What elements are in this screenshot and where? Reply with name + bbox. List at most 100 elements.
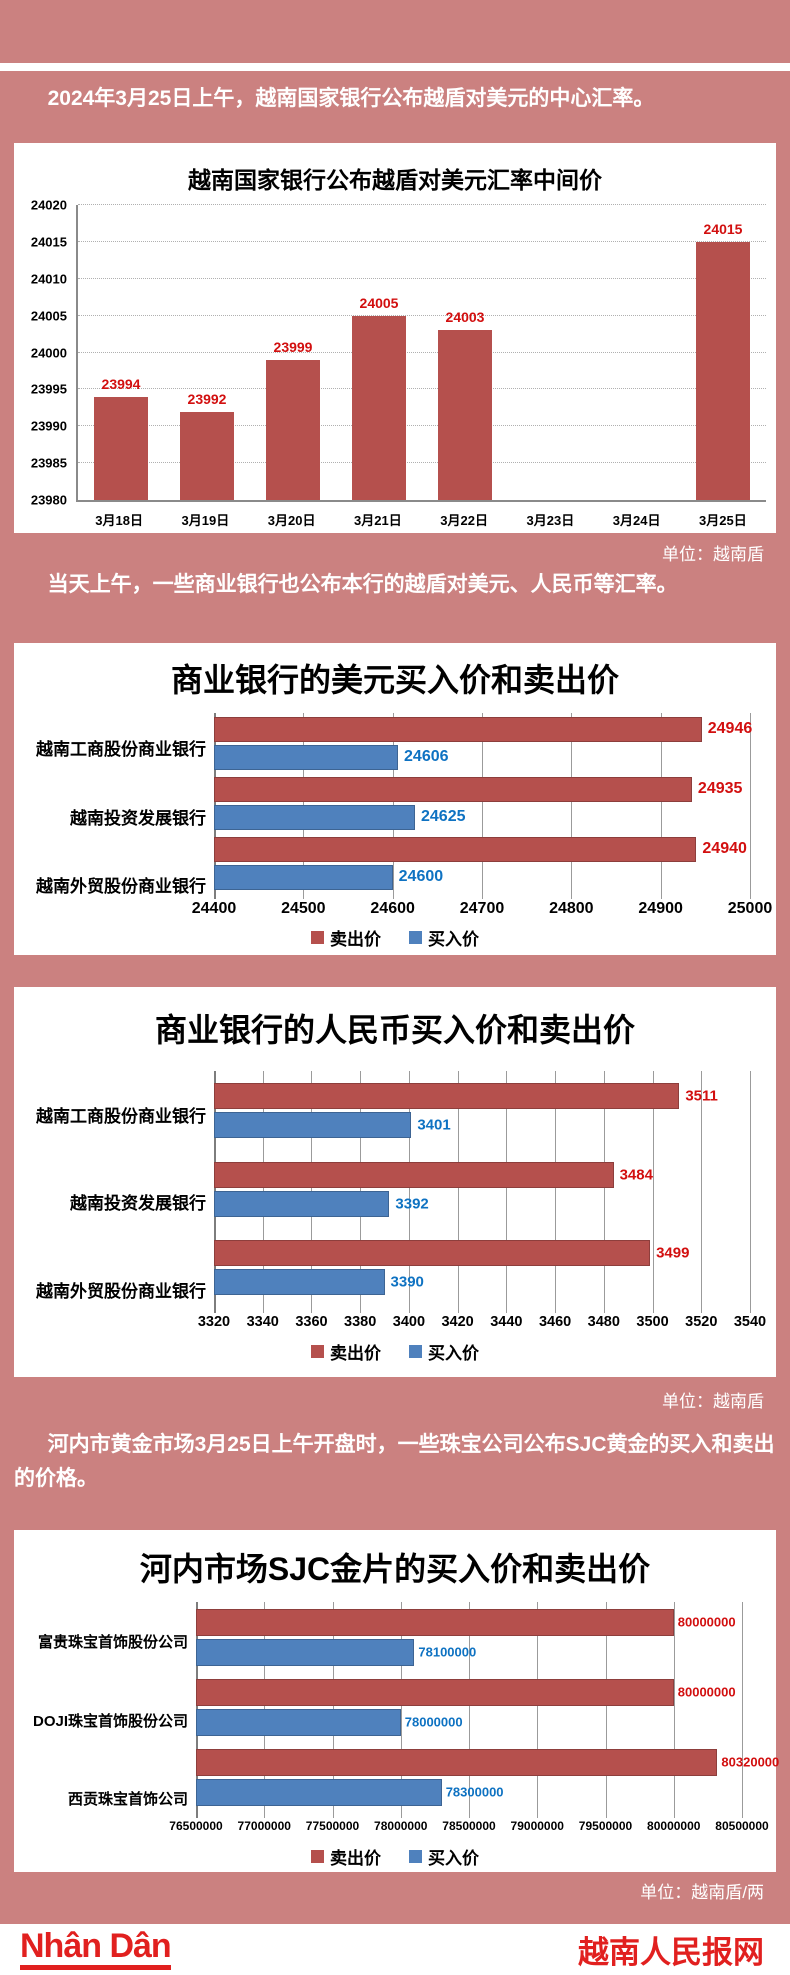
gridline	[78, 425, 766, 427]
intro-paragraph-1: 2024年3月25日上午，越南国家银行公布越盾对美元的中心汇率。	[47, 87, 655, 110]
bar-value-label: 24625	[421, 808, 466, 825]
x-axis-labels: 76500000 77000000 77500000 78000000 78500000…	[169, 1812, 768, 1838]
value-bar	[180, 411, 234, 500]
legend-label: 买入价	[428, 1344, 479, 1363]
category-label: 越南投资发展银行	[70, 1194, 206, 1214]
legend-item: 卖出价	[311, 1339, 381, 1364]
bar-row: 3401	[214, 1111, 750, 1138]
legend-item: 买入价	[409, 925, 479, 950]
sell-bar: 24940	[214, 836, 747, 862]
buy-bar: 3401	[214, 1111, 451, 1138]
chart-usd-rates: 商业银行的美元买入价和卖出价 越南工商股份商业银行 越南投资发展银行 越南外贸股份商…	[14, 643, 776, 955]
y-tick-label: 24000	[30, 345, 67, 360]
buy-bar: 78000000	[196, 1708, 463, 1736]
x-tick-label: 3460	[538, 1314, 572, 1330]
x-tick-label: 24900	[638, 900, 683, 917]
x-tick-label: 25000	[727, 900, 773, 917]
bar-group: 3511 3401	[214, 1071, 750, 1150]
bar-value-label: 24935	[697, 780, 743, 797]
y-tick-label: 23985	[30, 455, 67, 471]
bar-row: 78100000	[196, 1638, 742, 1666]
bar-value-label: 3392	[395, 1195, 429, 1212]
bar-value-label: 3499	[656, 1244, 690, 1262]
bar-row: 24625	[214, 804, 750, 830]
bar-row: 80000000	[196, 1608, 742, 1636]
buy-bar: 3392	[214, 1190, 429, 1217]
x-tick-label: 3400	[392, 1314, 426, 1330]
legend-label: 卖出价	[330, 1344, 381, 1363]
bar-row: 24946	[214, 716, 753, 742]
legend-item: 买入价	[409, 1844, 479, 1869]
bar-value-label: 3484	[619, 1166, 653, 1183]
bar-group: 80000000 78000000	[196, 1672, 742, 1742]
category-labels: 越南工商股份商业银行 越南投资发展银行 越南外贸股份商业银行	[14, 713, 214, 919]
x-tick-label: 3月18日	[95, 513, 143, 528]
x-tick-label: 24500	[281, 900, 326, 917]
gridline	[603, 1071, 605, 1313]
footer: Nhân Dân 越南人民报网	[0, 1924, 790, 1975]
y-tick-label: 24015	[30, 234, 67, 250]
intro-paragraph-3: 河内市黄金市场3月25日上午开盘时，一些珠宝公司公布SJC黄金的买入和卖出的价格…	[14, 1433, 775, 1491]
gridline	[750, 713, 751, 899]
sell-bar: 24935	[214, 776, 742, 802]
bar-value-label: 24015	[703, 220, 743, 237]
chart-cny-rates: 商业银行的人民币买入价和卖出价 越南工商股份商业银行 越南投资发展银行 越南外贸股份…	[14, 987, 776, 1377]
legend: 卖出价 买入价	[14, 925, 776, 950]
bar-value-label: 24606	[404, 748, 449, 765]
legend-swatch	[311, 1850, 324, 1863]
x-tick-label: 3320	[197, 1314, 231, 1330]
bar-row: 24600	[214, 864, 750, 890]
x-tick-label: 24600	[370, 900, 415, 917]
x-tick-label: 3月20日	[267, 513, 316, 528]
bar-row: 3390	[214, 1269, 750, 1296]
gridline	[750, 1071, 751, 1313]
y-axis-labels: 23980 23985 23990 23995 24000 24005 24010 24015…	[20, 198, 76, 508]
x-tick-label: 3380	[344, 1314, 377, 1330]
legend-swatch	[311, 931, 324, 944]
x-tick-label: 3360	[295, 1314, 328, 1330]
buy-bar: 24600	[214, 864, 443, 890]
value-bar	[94, 396, 148, 500]
chart-body: 富贵珠宝首饰股份公司 DOJI珠宝首饰股份公司 西贡珠宝首饰公司 80000000 7…	[14, 1602, 779, 1838]
legend-label: 卖出价	[330, 1849, 381, 1868]
gridline	[408, 1071, 410, 1313]
legend-item: 卖出价	[311, 925, 381, 950]
x-tick-label: 78500000	[442, 1819, 496, 1833]
x-tick-label: 3月21日	[354, 513, 402, 528]
chart-body: 越南工商股份商业银行 越南投资发展银行 越南外贸股份商业银行 24946 24606 2…	[14, 713, 776, 919]
bar-row: 24940	[214, 836, 750, 862]
sell-bar: 80000000	[196, 1608, 736, 1636]
y-tick-label: 23995	[30, 381, 67, 397]
unit-note-1: 单位：越南盾	[662, 545, 764, 564]
x-axis-labels: 3月18日 3月19日 3月20日 3月21日 3月22日 3月23日 3月24日 3月25日	[76, 502, 766, 529]
sell-bar: 80000000	[196, 1678, 736, 1706]
plot-column: 80000000 78100000 80000000 78000000 80320000…	[169, 1602, 779, 1838]
x-tick-label: 3月22日	[440, 513, 488, 528]
nhandan-logo: Nhân Dân	[20, 1929, 172, 1970]
gridline	[78, 240, 766, 242]
buy-bar: 24625	[214, 804, 466, 830]
category-label: 越南外贸股份商业银行	[36, 1281, 206, 1301]
chart-title: 商业银行的人民币买入价和卖出价	[154, 1012, 635, 1048]
plot-area: 23994 23992 23999 24005 24003 24015	[76, 204, 766, 502]
x-tick-label: 3340	[246, 1314, 279, 1330]
bar-value-label: 23999	[273, 338, 313, 355]
buy-bar: 3390	[214, 1269, 424, 1296]
value-bar	[696, 241, 750, 500]
bar-value-label: 80000000	[677, 1614, 736, 1630]
bar-value-label: 3390	[390, 1273, 424, 1291]
category-label: 富贵珠宝首饰股份公司	[37, 1633, 188, 1651]
header-divider	[0, 63, 790, 71]
category-label: 越南工商股份商业银行	[36, 739, 206, 759]
legend-item: 卖出价	[311, 1844, 381, 1869]
gridline	[78, 314, 766, 316]
bar-value-label: 24600	[398, 868, 444, 885]
bar-value-label: 24946	[707, 720, 753, 737]
legend-label: 卖出价	[330, 930, 381, 949]
x-tick-label: 79500000	[578, 1819, 633, 1833]
x-axis-labels: 24400 24500 24600 24700 24800 24900 25000	[192, 893, 773, 919]
y-tick-label: 24020	[30, 197, 67, 213]
buy-bar: 24606	[214, 744, 449, 770]
x-tick-label: 3月25日	[699, 513, 747, 528]
